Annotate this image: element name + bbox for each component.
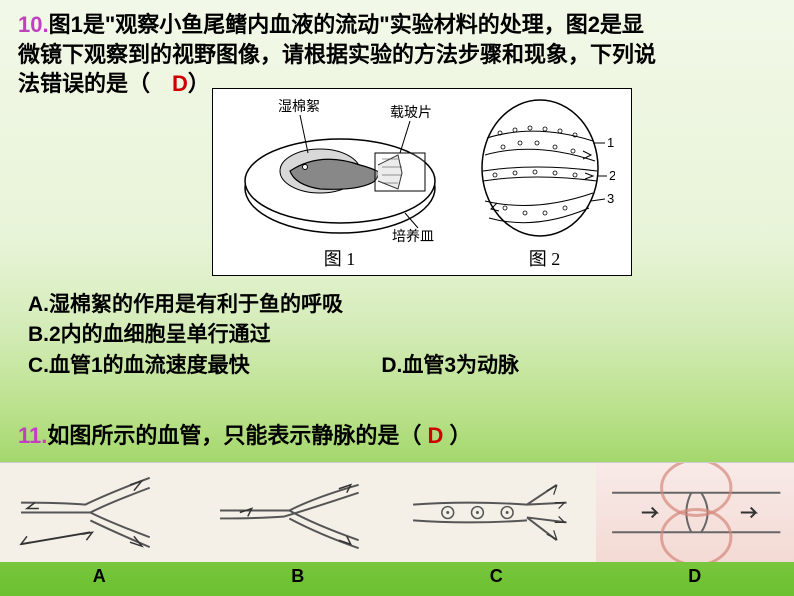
q10-answer: D (172, 71, 188, 96)
figure-2-svg: 1 2 3 (475, 93, 615, 243)
option-c: C.血管1的血流速度最快 (28, 354, 250, 377)
q10-stem: 10.图1是"观察小鱼尾鳍内血液的流动"实验材料的处理，图2是显 微镜下观察到的… (18, 10, 776, 99)
label-cotton: 湿棉絮 (278, 98, 320, 115)
option-b: B.2内的血细胞呈单行通过 (28, 320, 519, 350)
vessel-a (0, 462, 199, 562)
q10-options: A.湿棉絮的作用是有利于鱼的呼吸 B.2内的血细胞呈单行通过 C.血管1的血流速… (28, 290, 519, 381)
q11-answer: D (428, 423, 444, 448)
q10-number: 10. (18, 12, 49, 37)
option-a: A.湿棉絮的作用是有利于鱼的呼吸 (28, 290, 519, 320)
label-a: A (0, 566, 199, 587)
label-dish: 培养皿 (392, 229, 434, 243)
vessel-labels: A B C D (0, 566, 794, 587)
label-slide: 载玻片 (390, 105, 432, 121)
q10-line3: 法错误的是（ D） (18, 71, 210, 96)
vessel-images (0, 462, 794, 562)
label-3: 3 (607, 191, 614, 206)
fig1-caption: 图 1 (230, 245, 450, 271)
figure-1-svg: 湿棉絮 载玻片 培养皿 (230, 93, 450, 243)
label-2: 2 (609, 168, 615, 183)
figure-1: 湿棉絮 载玻片 培养皿 图 1 (230, 93, 450, 271)
vessel-c (397, 462, 596, 562)
q10-line1: 图1是"观察小鱼尾鳍内血液的流动"实验材料的处理，图2是显 (49, 12, 644, 37)
diagram-area: 湿棉絮 载玻片 培养皿 图 1 1 (212, 88, 632, 276)
option-cd: C.血管1的血流速度最快 D.血管3为动脉 (28, 351, 519, 381)
label-d: D (596, 566, 794, 587)
question-10: 10.图1是"观察小鱼尾鳍内血液的流动"实验材料的处理，图2是显 微镜下观察到的… (0, 0, 794, 99)
vessel-d (596, 462, 794, 562)
vessel-b (199, 462, 398, 562)
label-1: 1 (607, 135, 614, 150)
q11-stem: 11.如图所示的血管，只能表示静脉的是（ D ） (18, 418, 472, 450)
q10-line2: 微镜下观察到的视野图像，请根据实验的方法步骤和现象，下列说 (18, 42, 656, 67)
q11-number: 11. (18, 423, 47, 448)
label-c: C (397, 566, 596, 587)
q11-close: ） (450, 423, 472, 448)
q11-text: 如图所示的血管，只能表示静脉的是（ (47, 423, 421, 448)
fig2-caption: 图 2 (475, 245, 615, 271)
option-d: D.血管3为动脉 (381, 354, 519, 377)
label-b: B (199, 566, 398, 587)
figure-2: 1 2 3 图 2 (475, 93, 615, 271)
